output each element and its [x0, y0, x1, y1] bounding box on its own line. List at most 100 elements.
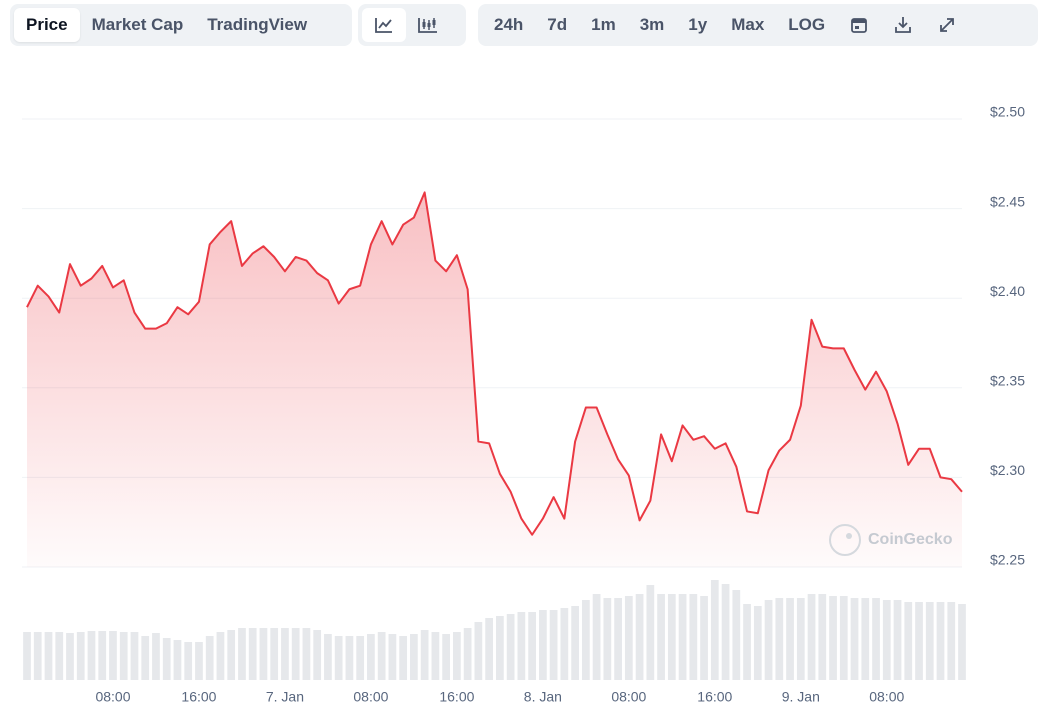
range-buttons: 24h 7d 1m 3m 1y Max LOG: [482, 8, 837, 42]
chart-style-toggle: [358, 4, 466, 46]
range-button[interactable]: Max: [731, 15, 765, 34]
volume-bar: [689, 594, 698, 680]
volume-bar: [44, 632, 53, 680]
volume-bar: [485, 618, 493, 680]
volume-bar: [614, 598, 622, 680]
volume-bar: [646, 585, 655, 680]
volume-bar: [893, 600, 902, 680]
volume-bar: [33, 632, 42, 680]
volume-bar: [270, 628, 279, 680]
volume-bar: [453, 632, 461, 680]
x-tick-label: 8. Jan: [524, 689, 562, 705]
volume-bar: [829, 596, 837, 680]
watermark-logo: [829, 524, 861, 556]
x-tick-label: 16:00: [439, 689, 474, 705]
calendar-button[interactable]: [837, 8, 881, 42]
volume-bar: [442, 634, 451, 680]
volume-bar: [732, 590, 741, 680]
volume-bar: [345, 636, 354, 680]
x-tick-label: 08:00: [353, 689, 388, 705]
volume-bar: [377, 632, 386, 680]
price-area: [27, 192, 962, 568]
volume-bar: [624, 596, 633, 680]
volume-bar: [119, 632, 128, 680]
volume-bar: [474, 622, 483, 680]
range-button[interactable]: 1y: [688, 15, 708, 34]
volume-bar: [76, 632, 85, 680]
volume-bar: [506, 614, 515, 680]
volume-bar: [538, 610, 547, 680]
download-button[interactable]: [881, 8, 925, 42]
volume-bar: [109, 631, 117, 680]
volume-bar: [925, 602, 934, 680]
chart-tab[interactable]: Market Cap: [91, 15, 184, 34]
volume-bar: [259, 628, 268, 680]
y-tick-label: $2.35: [990, 373, 1025, 389]
volume-bar: [173, 640, 182, 680]
price-line: [26, 191, 963, 536]
volume-bar: [560, 608, 569, 680]
volume-bar: [248, 628, 257, 680]
volume-bar: [291, 628, 300, 680]
volume-bar: [657, 594, 665, 680]
y-tick-label: $2.45: [990, 193, 1025, 209]
volume-bar: [678, 594, 687, 680]
x-tick-label: 16:00: [181, 689, 216, 705]
y-tick-label: $2.25: [990, 552, 1025, 568]
volume-bar: [936, 602, 945, 680]
volume-bar: [152, 633, 160, 680]
chart-tab[interactable]: Price: [14, 8, 80, 42]
volume-bar: [904, 602, 913, 680]
volume-bar: [281, 628, 289, 680]
volume-bar: [721, 584, 730, 680]
y-tick-label: $2.30: [990, 462, 1025, 478]
volume-bar: [764, 600, 773, 680]
volume-bar: [872, 598, 880, 680]
volume-bar: [496, 616, 504, 680]
watermark-logo-eye: [846, 533, 852, 539]
volume-bar: [162, 638, 171, 680]
volume-bar: [796, 598, 805, 680]
volume-bar: [55, 632, 64, 680]
volume-bar: [184, 642, 193, 680]
volume-bar: [710, 580, 719, 680]
line-chart-button[interactable]: [362, 8, 406, 42]
range-button[interactable]: 7d: [547, 15, 568, 34]
volume-bar: [528, 612, 536, 680]
volume-bar: [388, 634, 397, 680]
volume-bar: [216, 632, 225, 680]
download-icon: [895, 17, 912, 33]
volume-bar: [818, 594, 827, 680]
volume-bar: [431, 632, 440, 680]
volume-bar: [356, 636, 365, 680]
volume-bar: [947, 602, 956, 680]
candlestick-button[interactable]: [406, 8, 450, 42]
volume-bar: [98, 631, 107, 680]
volume-bar: [882, 600, 891, 680]
y-tick-label: $2.50: [990, 104, 1025, 120]
volume-bar: [420, 630, 429, 680]
volume-bar: [141, 636, 150, 680]
x-tick-label: 08:00: [611, 689, 646, 705]
chart-tab[interactable]: TradingView: [207, 15, 308, 34]
volume-bar: [227, 630, 236, 680]
chart-tabs: Price Market Cap TradingView: [10, 4, 352, 46]
volume-bar: [775, 598, 784, 680]
y-tick-label: $2.40: [990, 283, 1025, 299]
watermark: CoinGecko: [829, 524, 953, 556]
volume-bar: [205, 636, 214, 680]
volume-bar: [743, 604, 751, 680]
x-tick-label: 16:00: [697, 689, 732, 705]
range-button[interactable]: LOG: [788, 15, 826, 34]
volume-bar: [786, 598, 794, 680]
volume-bar: [667, 594, 676, 680]
volume-bar: [367, 634, 375, 680]
range-button[interactable]: 1m: [591, 15, 616, 34]
fullscreen-button[interactable]: [925, 8, 969, 42]
range-button[interactable]: 24h: [494, 15, 524, 34]
volume-bar: [700, 596, 708, 680]
x-tick-label: 08:00: [95, 689, 130, 705]
volume-bar: [753, 606, 762, 680]
line-icon: [375, 18, 392, 33]
range-button[interactable]: 3m: [639, 15, 665, 34]
